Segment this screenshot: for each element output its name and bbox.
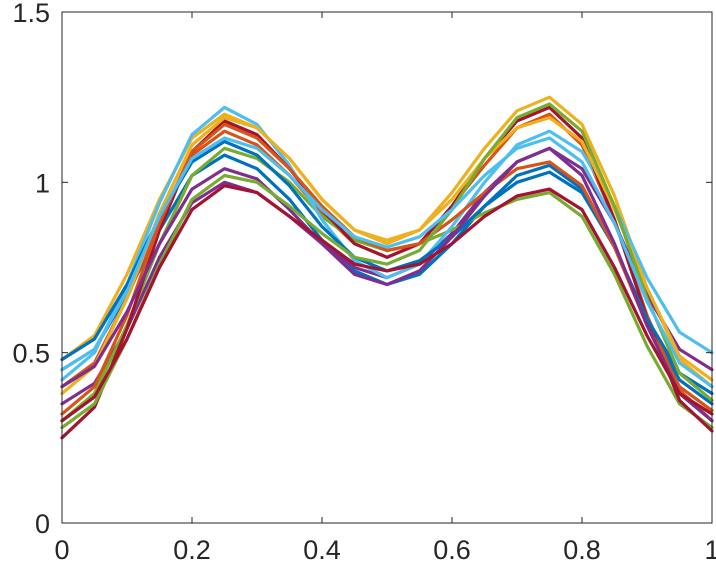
x-tick-label: 0.4 xyxy=(303,535,341,565)
x-tick-label: 0.6 xyxy=(433,535,471,565)
plot-frame xyxy=(61,11,713,524)
data-line xyxy=(60,105,714,440)
y-tick-label: 1 xyxy=(35,168,50,198)
data-line xyxy=(60,115,714,396)
data-line xyxy=(60,146,714,430)
x-tick-label: 0.2 xyxy=(173,535,211,565)
y-tick-label: 0.5 xyxy=(12,339,50,369)
data-line xyxy=(60,136,714,389)
data-line xyxy=(60,184,714,423)
data-line xyxy=(60,146,714,423)
data-line xyxy=(60,102,714,430)
x-tick-label: 0.8 xyxy=(563,535,601,565)
x-tick-label: 1 xyxy=(704,535,716,565)
x-tick-label: 0 xyxy=(54,535,69,565)
y-tick-label: 0 xyxy=(35,509,50,539)
y-tick-label: 1.5 xyxy=(12,0,50,28)
